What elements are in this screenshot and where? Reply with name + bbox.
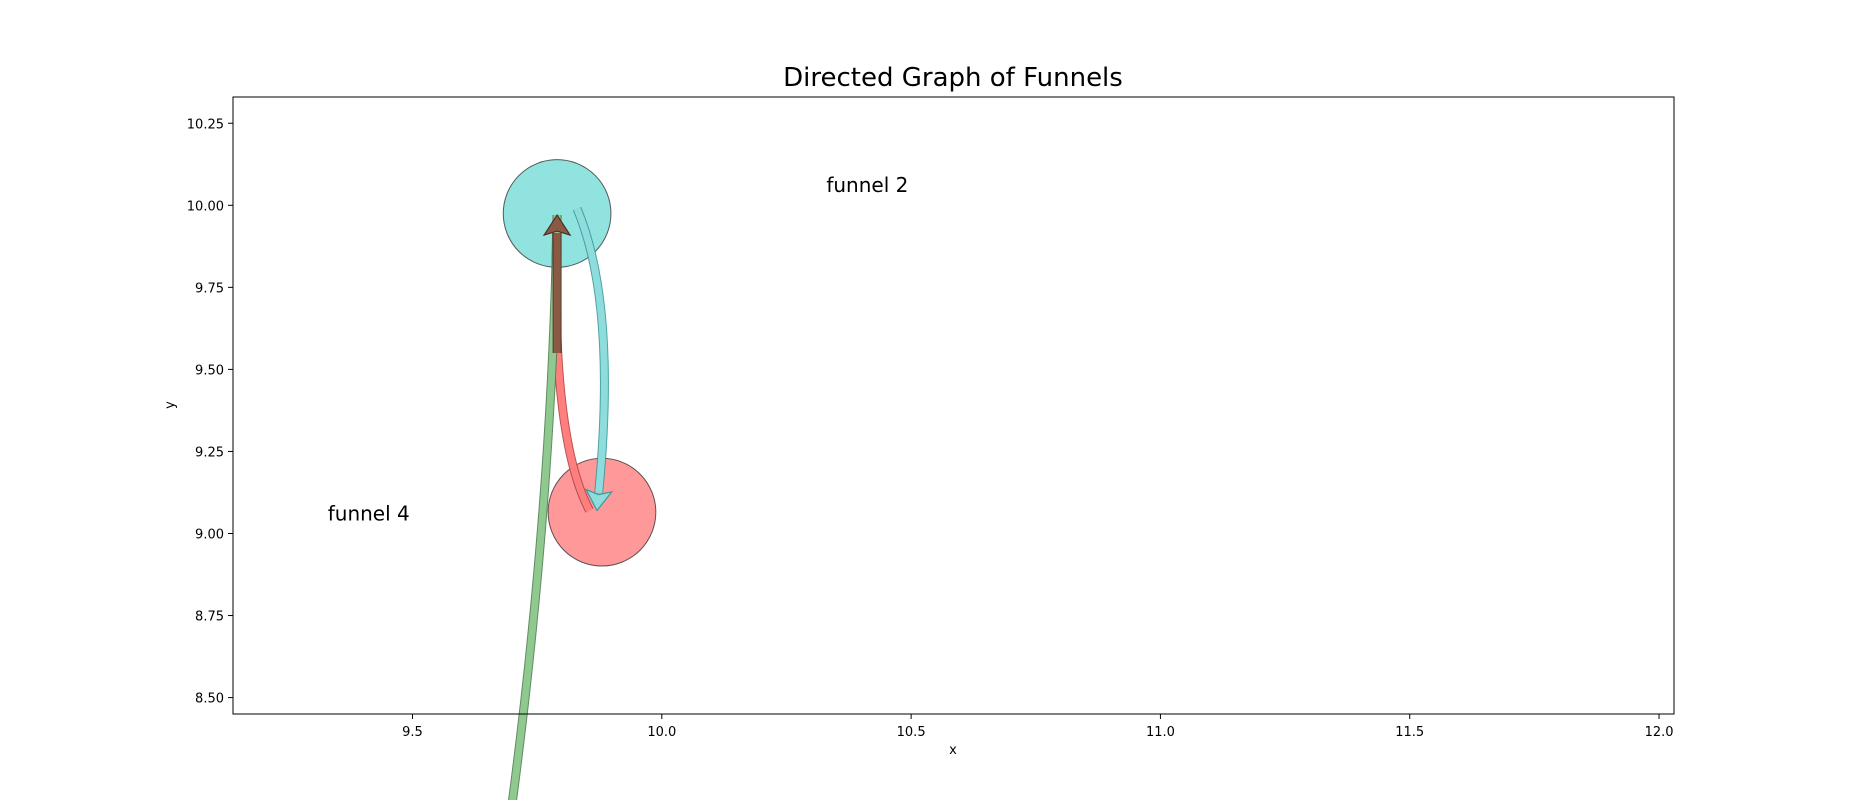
edge-arrow [542,213,572,353]
funnel-label: funnel 4 [328,501,410,525]
x-tick-label: 12.0 [1645,725,1674,740]
edge-arrowhead [584,488,614,512]
y-tick-label: 10.25 [187,117,224,132]
y-tick-label: 9.50 [195,363,224,378]
y-tick-label: 8.50 [195,692,224,707]
y-tick-label: 8.75 [195,610,224,625]
y-tick-label: 10.00 [187,199,224,214]
x-axis-label: x [949,743,957,758]
x-axis: 9.5 10.0 10.5 11.0 11.5 12.0 [402,714,1674,740]
edge-arrow [572,206,614,512]
edge-arrowhead [542,213,572,237]
edges-layer [508,206,614,800]
plot-frame [232,96,1675,715]
x-tick-label: 10.5 [897,725,926,740]
chart-title: Directed Graph of Funnels [783,63,1123,93]
y-axis-label: y [163,401,178,409]
x-tick-label: 10.0 [647,725,676,740]
x-tick-label: 11.0 [1146,725,1175,740]
edge-body [573,207,608,493]
x-tick-label: 9.5 [402,725,423,740]
funnel-label: funnel 2 [826,173,908,197]
y-tick-label: 9.00 [195,527,224,542]
x-tick-label: 11.5 [1395,725,1424,740]
y-tick-label: 9.25 [195,445,224,460]
labels-layer: funnel 2 funnel 4 [328,173,909,525]
y-tick-label: 9.75 [195,281,224,296]
y-axis: 8.50 8.75 9.00 9.25 9.50 9.75 10.00 10.25 [187,117,233,707]
